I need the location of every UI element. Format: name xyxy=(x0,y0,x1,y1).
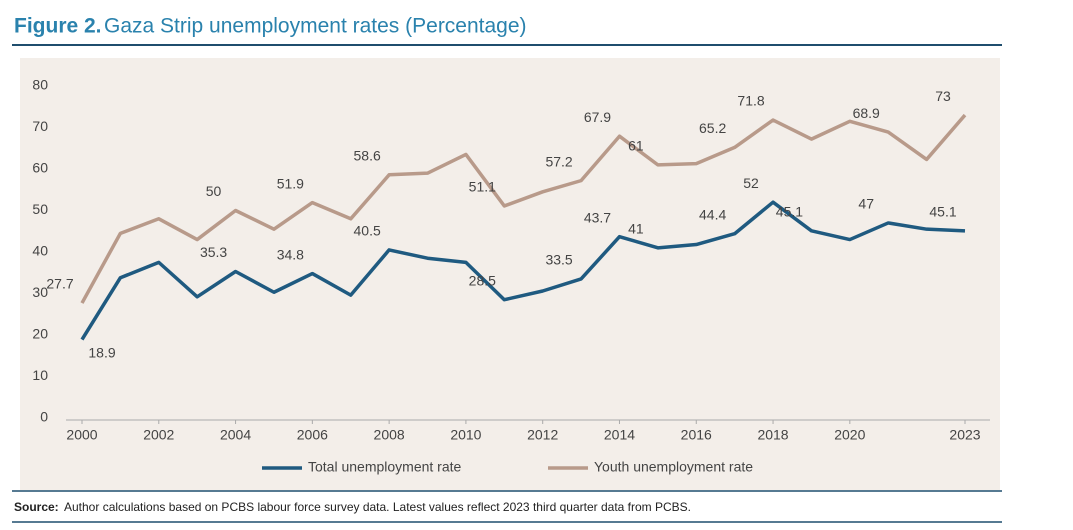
y-tick-label: 40 xyxy=(32,243,48,259)
x-tick-label: 2010 xyxy=(450,427,481,443)
x-tick-label: 2002 xyxy=(143,427,174,443)
value-label: 40.5 xyxy=(354,223,381,239)
value-label: 35.3 xyxy=(200,244,227,260)
value-label: 33.5 xyxy=(545,252,572,268)
value-label: 67.9 xyxy=(584,109,611,125)
x-tick-label: 2018 xyxy=(757,427,788,443)
y-tick-label: 20 xyxy=(32,326,48,342)
value-label: 34.8 xyxy=(277,246,304,262)
value-label: 57.2 xyxy=(545,153,572,169)
value-label: 45.1 xyxy=(776,204,803,220)
figure-label: Figure 2. xyxy=(14,15,102,38)
chart-title: Gaza Strip unemployment rates (Percentag… xyxy=(104,15,527,38)
value-label: 18.9 xyxy=(88,344,115,360)
source-label: Source: xyxy=(14,500,59,514)
series-line xyxy=(80,200,966,341)
x-tick-label: 2006 xyxy=(297,427,328,443)
x-tick-label: 2004 xyxy=(220,427,251,443)
value-label: 44.4 xyxy=(699,206,726,222)
legend-label: Total unemployment rate xyxy=(308,459,462,475)
y-tick-label: 70 xyxy=(32,118,48,134)
legend-label: Youth unemployment rate xyxy=(594,459,753,475)
value-label: 41 xyxy=(628,221,644,237)
y-tick-label: 10 xyxy=(32,367,48,383)
value-label: 43.7 xyxy=(584,209,611,225)
value-label: 28.5 xyxy=(469,272,496,288)
value-label: 71.8 xyxy=(737,93,764,109)
y-tick-label: 50 xyxy=(32,201,48,217)
value-label: 27.7 xyxy=(46,276,73,292)
y-tick-label: 0 xyxy=(40,409,48,425)
source-text: Author calculations based on PCBS labour… xyxy=(64,500,691,514)
value-label: 51.1 xyxy=(469,179,496,195)
value-label: 45.1 xyxy=(929,204,956,220)
value-label: 50 xyxy=(206,183,222,199)
value-label: 73 xyxy=(935,88,951,104)
value-label: 47 xyxy=(858,196,874,212)
y-tick-label: 30 xyxy=(32,284,48,300)
value-label: 58.6 xyxy=(354,148,381,164)
value-label: 61 xyxy=(628,138,644,154)
value-label: 68.9 xyxy=(853,105,880,121)
series-line xyxy=(80,113,967,304)
x-tick-label: 2014 xyxy=(604,427,635,443)
x-tick-label: 2008 xyxy=(374,427,405,443)
plot-background xyxy=(20,58,1000,490)
x-tick-label: 2020 xyxy=(834,427,865,443)
value-label: 65.2 xyxy=(699,120,726,136)
y-tick-label: 80 xyxy=(32,77,48,93)
y-tick-label: 60 xyxy=(32,160,48,176)
x-tick-label: 2000 xyxy=(66,427,97,443)
x-tick-label: 2012 xyxy=(527,427,558,443)
x-tick-label: 2023 xyxy=(949,427,980,443)
value-label: 52 xyxy=(743,175,759,191)
value-label: 51.9 xyxy=(277,175,304,191)
x-tick-label: 2016 xyxy=(681,427,712,443)
